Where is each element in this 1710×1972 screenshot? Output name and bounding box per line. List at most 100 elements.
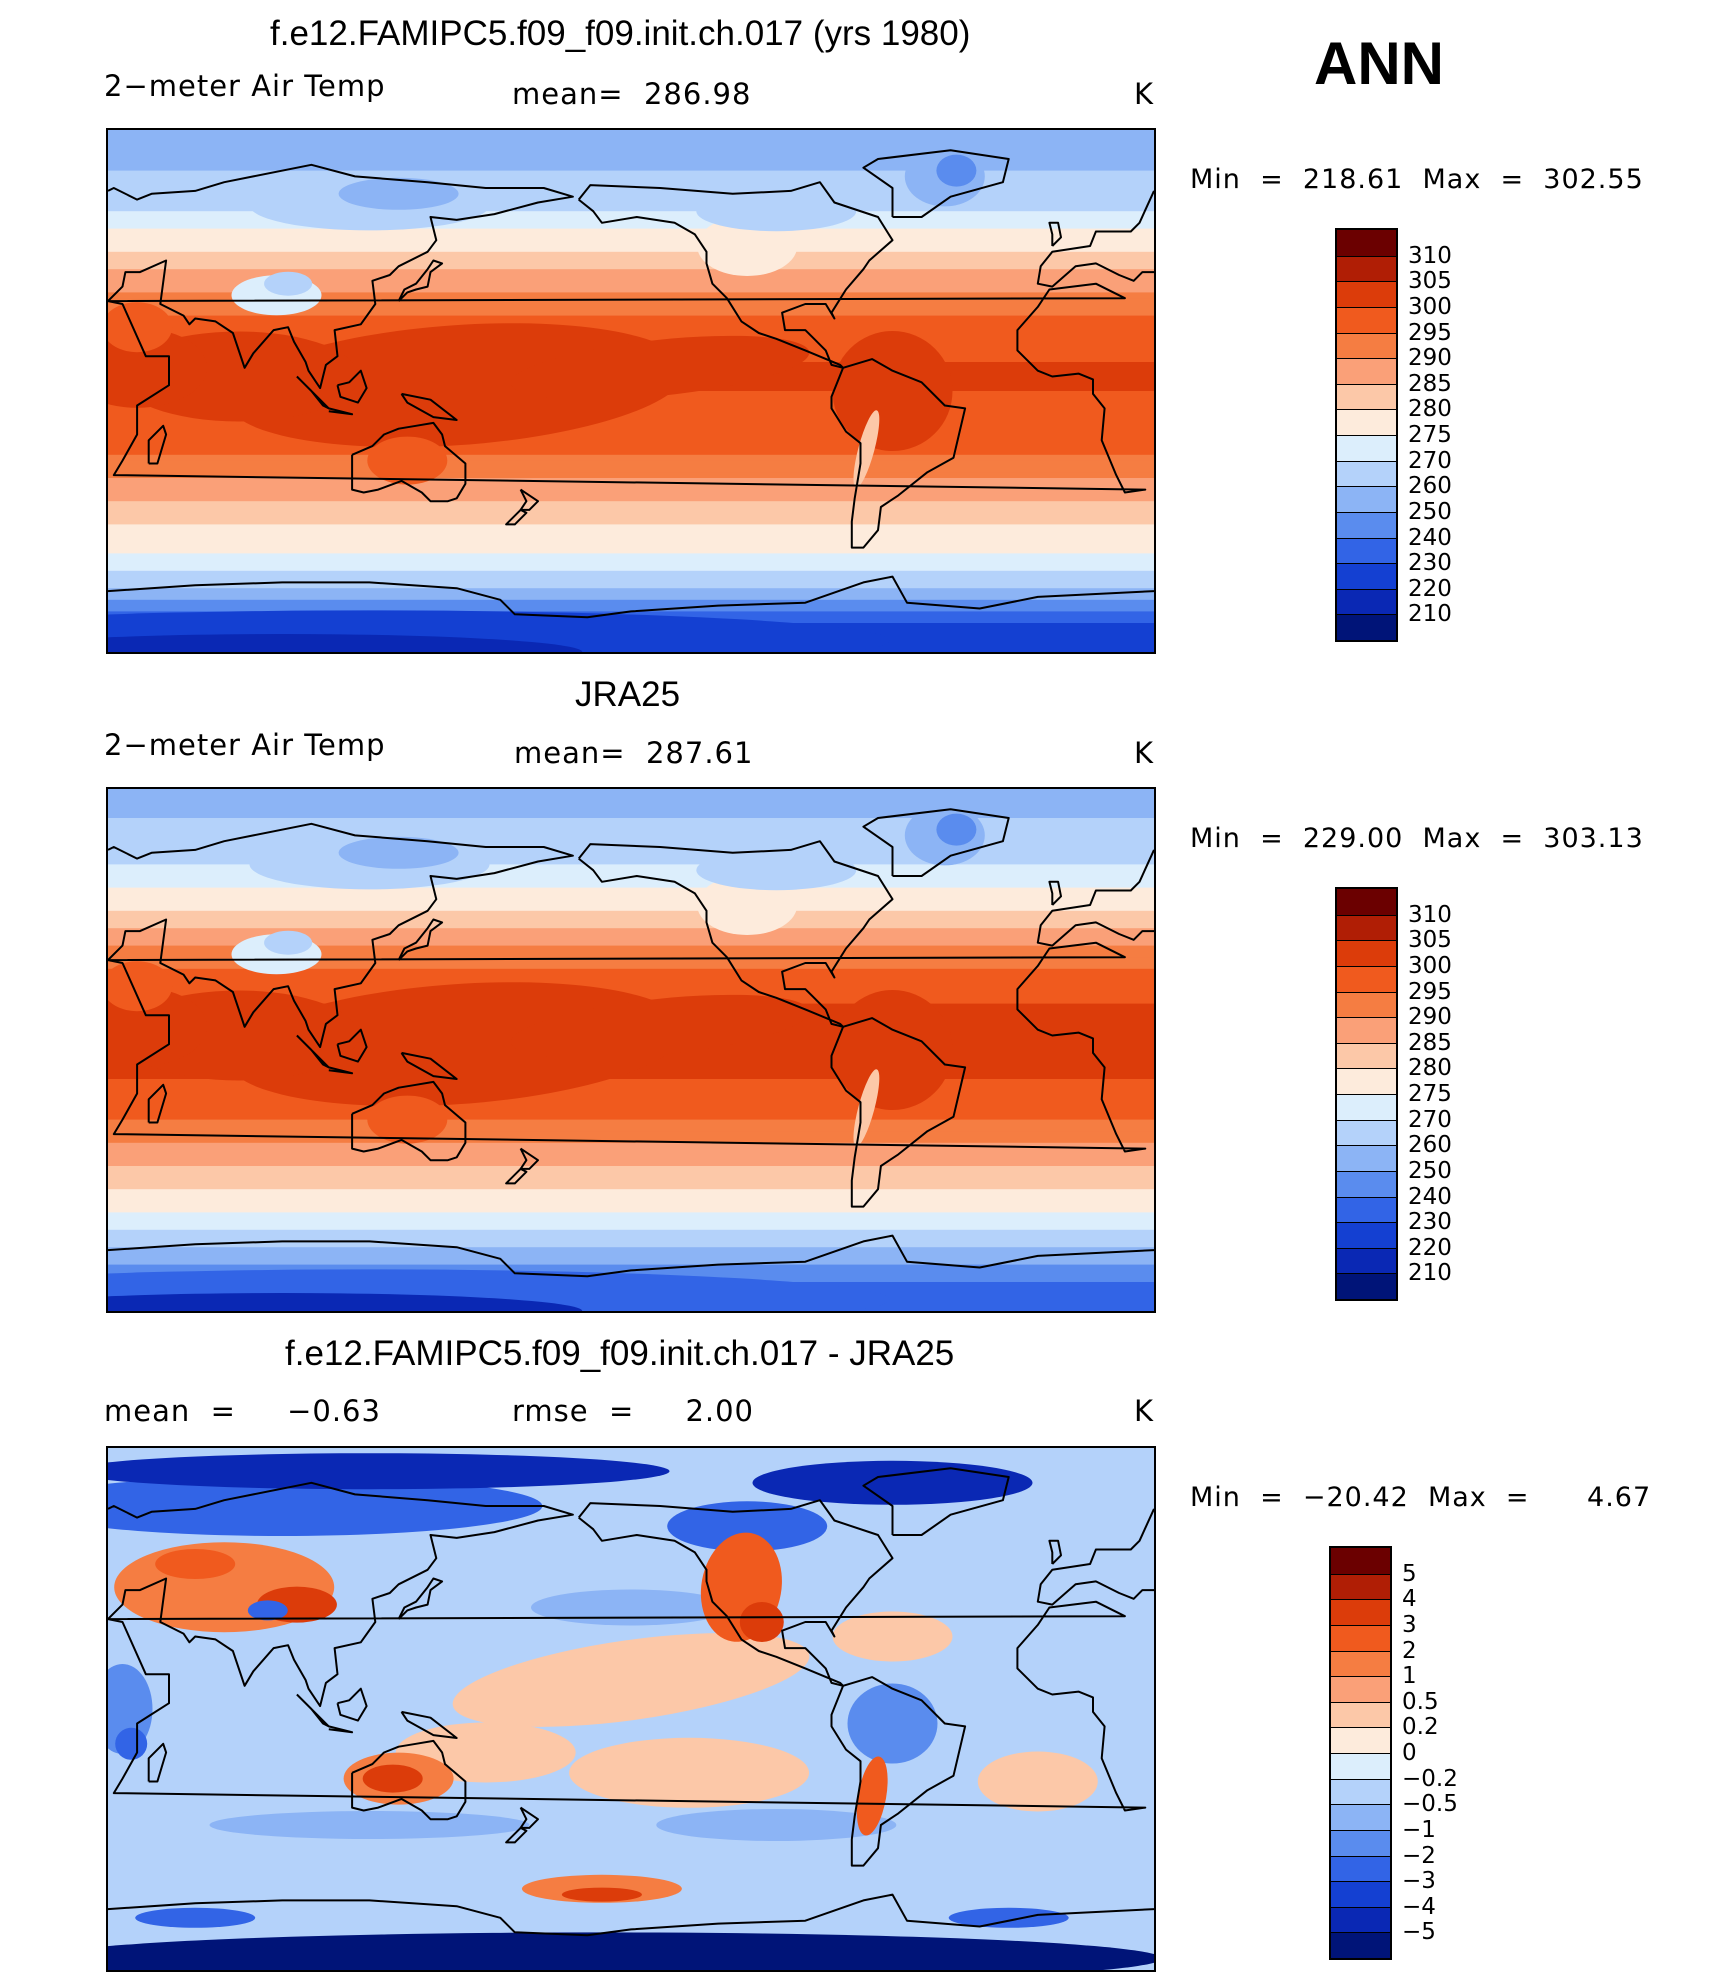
temperature-band — [108, 292, 1154, 299]
panel1-mean-label: mean= 286.98 — [512, 77, 752, 111]
temperature-band — [108, 1079, 1154, 1086]
temperature-band — [108, 858, 1154, 865]
temperature-band — [108, 1241, 1154, 1248]
temperature-band — [108, 599, 1154, 607]
colorbar-label: 290 — [1408, 1004, 1452, 1031]
colorbar-box — [1331, 1599, 1390, 1625]
temperature-band — [108, 1183, 1154, 1190]
field-patch — [832, 1611, 953, 1662]
colorbar-box — [1337, 511, 1396, 538]
temperature-band — [108, 800, 1154, 807]
temperature-band — [108, 240, 1154, 247]
coastline — [147, 1742, 168, 1783]
temperature-band — [108, 182, 1154, 189]
colorbar-label: 275 — [1408, 1081, 1452, 1107]
colorbar-box — [1337, 332, 1396, 359]
temperature-band — [108, 414, 1154, 421]
panel3-colorbar: 5 4 3 2 1 0.5 0.2 0 −0.2 −0.5 −1 −2 −3 −4 −5 — [1329, 1546, 1458, 1960]
temperature-band — [108, 870, 1154, 877]
temperature-band — [108, 298, 1154, 305]
coastline — [108, 1893, 1154, 1937]
field-patch — [739, 1602, 784, 1642]
field-patch — [832, 990, 953, 1110]
temperature-band — [108, 141, 1154, 148]
temperature-band — [108, 565, 1154, 572]
panel2-minmax: Min = 229.00 Max = 303.13 — [1190, 823, 1644, 854]
temperature-band — [108, 449, 1154, 456]
colorbar-label: 275 — [1408, 422, 1452, 448]
panel3-rmse-label: rmse = 2.00 — [512, 1394, 755, 1428]
temperature-band — [108, 794, 1154, 802]
coastline — [505, 1827, 528, 1844]
colorbar-box — [1337, 588, 1396, 615]
colorbar-label: 295 — [1408, 319, 1452, 346]
temperature-band — [108, 454, 1154, 462]
colorbar-box — [1331, 1906, 1390, 1933]
colorbar-box — [1337, 1119, 1396, 1146]
temperature-band — [108, 576, 1154, 583]
temperature-band — [108, 205, 1154, 212]
temperature-band — [108, 835, 1154, 842]
temperature-band — [108, 1090, 1154, 1097]
colorbar-box — [1337, 1145, 1396, 1171]
temperature-band — [108, 176, 1154, 183]
field-patch — [452, 1633, 810, 1727]
temperature-band — [108, 605, 1154, 612]
temperature-band — [108, 1247, 1154, 1254]
temperature-band — [108, 922, 1154, 929]
colorbar-box — [1331, 1753, 1390, 1779]
colorbar-label: 305 — [1408, 268, 1452, 295]
temperature-band — [108, 823, 1154, 831]
field-patch — [367, 1095, 448, 1144]
field-patch — [856, 1756, 888, 1836]
colorbar-box — [1337, 1273, 1396, 1299]
temperature-band — [108, 1224, 1154, 1231]
colorbar-label: −0.5 — [1402, 1791, 1458, 1818]
temperature-band — [108, 512, 1154, 520]
coastline — [577, 1499, 894, 1687]
colorbar-box — [1337, 358, 1396, 384]
coastline — [1036, 1508, 1154, 1606]
colorbar-label: 0.2 — [1402, 1714, 1439, 1741]
field-patch — [108, 1293, 583, 1311]
field-patch — [108, 961, 173, 1012]
colorbar-label: 0 — [1402, 1740, 1417, 1766]
temperature-band — [108, 478, 1154, 485]
colorbar-label: −0.2 — [1402, 1765, 1458, 1792]
temperature-band — [108, 1218, 1154, 1225]
temperature-band — [108, 1148, 1154, 1155]
coastline — [577, 840, 894, 1028]
temperature-band — [108, 1177, 1154, 1184]
coastline — [108, 1481, 574, 1708]
temperature-band — [108, 1142, 1154, 1150]
temperature-band — [108, 170, 1154, 177]
colorbar-box — [1331, 1881, 1390, 1907]
field-patch — [367, 436, 448, 485]
temperature-band — [108, 251, 1154, 259]
temperature-band — [108, 945, 1154, 952]
colorbar-box — [1337, 614, 1396, 640]
temperature-band — [108, 1160, 1154, 1167]
panel3-title: f.e12.FAMIPC5.f09_f09.init.ch.017 - JRA2… — [285, 1334, 955, 1373]
coastline — [108, 1600, 1147, 1812]
colorbar-label: 230 — [1408, 1209, 1452, 1236]
coastline — [336, 1687, 368, 1722]
colorbar-box — [1331, 1855, 1390, 1882]
field-patch — [155, 1549, 236, 1579]
field-patch — [832, 331, 953, 451]
coastline — [147, 424, 168, 465]
panel2-map-svg — [108, 789, 1154, 1311]
temperature-band — [108, 1073, 1154, 1080]
temperature-band — [108, 852, 1154, 860]
coastline — [296, 1034, 330, 1069]
coastline — [351, 1739, 467, 1821]
temperature-band — [108, 957, 1154, 964]
coastline — [577, 181, 894, 369]
coastline — [108, 575, 1154, 619]
colorbar-label: 285 — [1408, 370, 1452, 397]
temperature-band — [108, 1125, 1154, 1132]
panel1-minmax: Min = 218.61 Max = 302.55 — [1190, 164, 1644, 195]
field-patch — [510, 994, 810, 1059]
field-patch — [108, 302, 173, 353]
temperature-band — [108, 905, 1154, 912]
